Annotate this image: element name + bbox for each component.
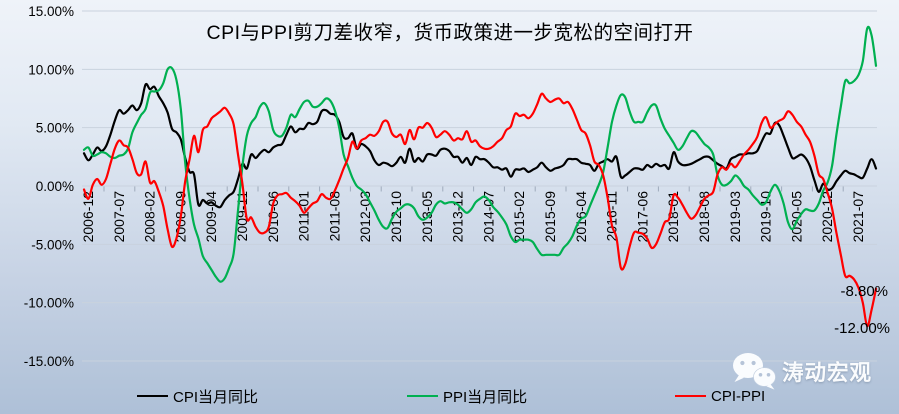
chart-title: CPI与PPI剪刀差收窄，货币政策进一步宽松的空间打开 bbox=[206, 22, 694, 44]
legend-line-sample-cpi bbox=[137, 394, 168, 398]
y-axis-label: -15.00% bbox=[24, 354, 74, 369]
x-axis-label: 2021-07 bbox=[850, 191, 866, 243]
x-axis-label: 2010-06 bbox=[265, 191, 281, 243]
x-axis-label: 2016-04 bbox=[573, 191, 589, 243]
ppi-line bbox=[82, 25, 878, 283]
x-axis-label: 2013-12 bbox=[450, 191, 466, 243]
x-axis-label: 2008-02 bbox=[142, 191, 158, 243]
y-axis-label: 5.00% bbox=[36, 121, 74, 136]
cpi-ppi-line bbox=[82, 92, 878, 328]
y-axis-label: -10.00% bbox=[24, 296, 74, 311]
legend-label-ppi: PPI当月同比 bbox=[443, 388, 528, 406]
watermark: 涛动宏观 bbox=[731, 352, 872, 390]
wechat-icon bbox=[733, 353, 776, 390]
x-axis-label: 2011-08 bbox=[326, 191, 342, 242]
x-axis-label: 2012-10 bbox=[388, 191, 404, 243]
y-axis-label: 15.00% bbox=[28, 4, 74, 19]
y-axis-label: -5.00% bbox=[31, 237, 74, 252]
x-axis-label: 2015-02 bbox=[511, 191, 527, 243]
legend-label-cpi-ppi: CPI-PPI bbox=[711, 387, 766, 405]
x-axis-label: 2019-03 bbox=[727, 191, 743, 243]
legend-label-cpi: CPI当月同比 bbox=[173, 388, 259, 406]
x-axis-label: 2019-10 bbox=[758, 191, 774, 243]
watermark-text: 涛动宏观 bbox=[782, 360, 873, 385]
x-axis-label: 2020-05 bbox=[788, 191, 804, 243]
x-axis-label: 2018-01 bbox=[665, 191, 681, 243]
y-axis-label: 10.00% bbox=[28, 62, 74, 77]
legend-item-cpi-ppi: CPI-PPI bbox=[675, 387, 766, 405]
x-axis-label: 2009-04 bbox=[203, 191, 219, 243]
x-axis-label: 2006-12 bbox=[80, 191, 96, 243]
legend-item-ppi: PPI当月同比 bbox=[407, 388, 528, 406]
x-axis-label: 2016-11 bbox=[604, 191, 620, 242]
x-axis-label: 2018-08 bbox=[696, 191, 712, 243]
legend-item-cpi: CPI当月同比 bbox=[137, 388, 259, 406]
x-axis-label: 2007-07 bbox=[111, 191, 127, 243]
x-axis-label: 2015-09 bbox=[542, 191, 558, 243]
data-label-min-value: -12.00% bbox=[834, 320, 890, 337]
x-axis-label: 2017-06 bbox=[634, 191, 650, 243]
x-axis-label: 2011-01 bbox=[296, 191, 312, 242]
data-label-last-value: -8.80% bbox=[840, 283, 888, 300]
legend-line-sample-ppi bbox=[407, 394, 438, 398]
x-axis-label: 2012-03 bbox=[357, 191, 373, 243]
x-axis-label: 2014-07 bbox=[480, 191, 496, 243]
legend-line-sample-cpi-ppi bbox=[675, 394, 706, 398]
y-axis-label: 0.00% bbox=[36, 179, 74, 194]
